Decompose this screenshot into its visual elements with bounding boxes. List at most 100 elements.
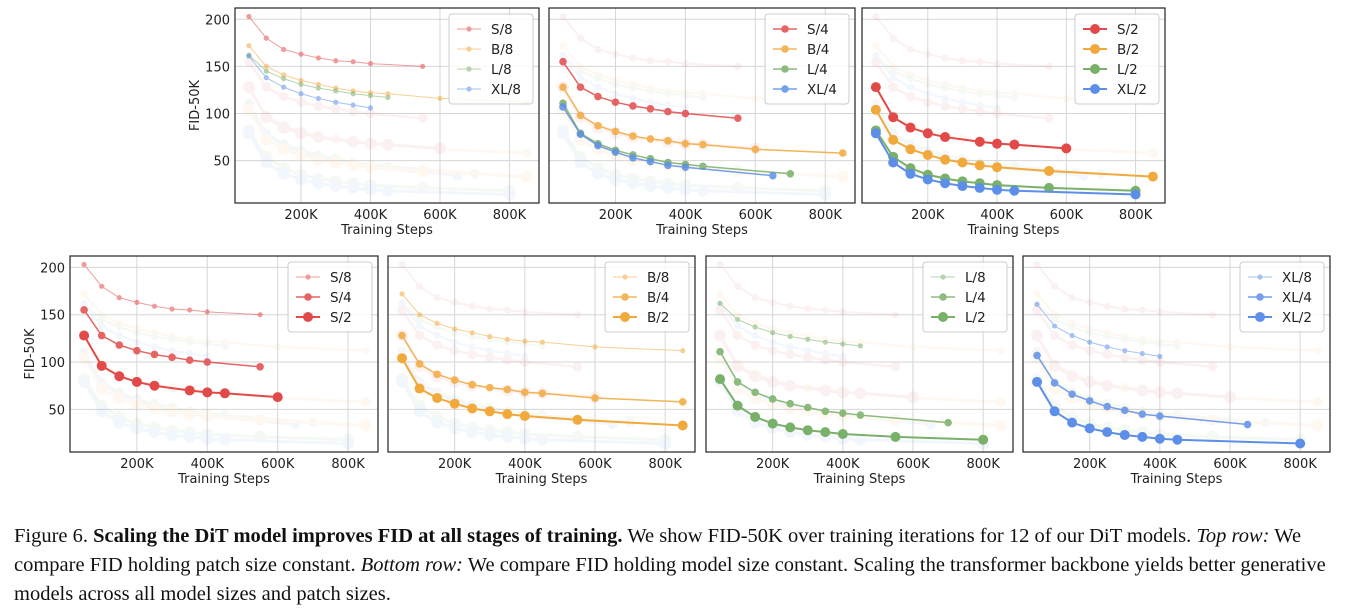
faded-point (1068, 319, 1076, 327)
legend-marker (1257, 274, 1263, 280)
legend-label: L/8 (491, 62, 512, 78)
faded-point (804, 347, 812, 355)
data-point (922, 149, 933, 160)
legend-label: L/4 (807, 62, 828, 78)
data-point (415, 360, 424, 368)
x-axis-label: Training Steps (655, 223, 748, 238)
data-point (559, 57, 567, 66)
legend-marker (466, 66, 472, 72)
data-point (315, 55, 321, 61)
data-point (96, 360, 107, 371)
faded-point (872, 42, 880, 50)
legend-label: S/8 (491, 22, 513, 38)
faded-point (503, 184, 516, 197)
faded-series-line (875, 15, 1050, 68)
faded-point (889, 67, 897, 75)
data-point (1087, 339, 1093, 345)
data-point (298, 91, 304, 97)
subplot-2: 200K 400K 600K 800K S/4 B/4 L/4 XL/4 Training St… (548, 7, 856, 238)
data-point (263, 35, 269, 41)
legend-item (296, 312, 320, 322)
data-point (591, 394, 599, 402)
faded-point (330, 153, 341, 164)
faded-point (714, 329, 727, 342)
faded-point (80, 290, 88, 298)
faded-point (1045, 62, 1053, 71)
data-point (1172, 434, 1183, 445)
data-point (888, 157, 899, 168)
data-point (1157, 353, 1163, 359)
faded-point (383, 161, 393, 172)
faded-point (733, 322, 742, 330)
faded-point (348, 136, 358, 146)
data-point (786, 169, 795, 178)
faded-point (992, 108, 1002, 119)
faded-point (113, 392, 126, 405)
faded-point (433, 323, 441, 331)
data-point (1243, 420, 1252, 429)
legend-label: B/4 (807, 42, 829, 58)
data-point (1102, 427, 1113, 438)
y-tick-label: 50 (213, 155, 230, 170)
data-point (857, 343, 863, 349)
x-axis-label: Training Steps (813, 472, 906, 487)
data-point (922, 128, 933, 139)
faded-series-line (1036, 309, 1213, 369)
subplot-6: 200K 400K 600K 800K L/8 L/4 L/2 Training Steps (705, 255, 1014, 487)
data-point (611, 127, 620, 136)
faded-point (925, 419, 936, 430)
faded-point (804, 305, 812, 313)
faded-point (1311, 419, 1324, 432)
faded-point (1086, 325, 1094, 333)
faded-point (559, 12, 567, 21)
legend-label: B/8 (647, 270, 669, 286)
faded-point (365, 159, 376, 170)
series-XL-2 (1032, 376, 1306, 449)
faded-point (115, 331, 123, 340)
x-tick-label: 200K (1073, 457, 1107, 472)
data-point (1130, 189, 1141, 200)
data-point (281, 76, 287, 82)
x-tick-label: 200K (599, 208, 633, 223)
faded-point (940, 101, 950, 111)
faded-point (976, 101, 984, 109)
caption-text-2: We compare FID holding patch size consta… (14, 525, 1302, 576)
faded-point (290, 419, 301, 430)
data-point (538, 389, 547, 398)
data-point (484, 406, 495, 417)
x-tick-label: 400K (508, 457, 542, 472)
data-point (785, 422, 796, 433)
faded-point (941, 54, 949, 62)
data-point (437, 95, 443, 102)
faded-point (1137, 384, 1148, 395)
faded-point (149, 398, 160, 409)
faded-point (329, 180, 342, 193)
data-point (611, 148, 620, 156)
data-point (333, 88, 339, 94)
faded-point (769, 298, 777, 306)
data-point (263, 63, 269, 70)
data-point (246, 43, 252, 49)
faded-point (890, 361, 901, 372)
data-point (397, 353, 408, 364)
legend-item (1248, 312, 1272, 322)
faded-point (1156, 308, 1164, 316)
data-point (1068, 390, 1076, 399)
faded-point (431, 410, 444, 423)
faded-series-line (400, 351, 631, 424)
legend-item (1083, 24, 1107, 34)
data-point (1139, 350, 1145, 357)
faded-series-line (247, 86, 527, 155)
x-tick-label: 600K (423, 208, 457, 223)
faded-point (133, 329, 141, 337)
series-line (874, 109, 1153, 178)
faded-point (854, 387, 867, 400)
faded-point (681, 92, 689, 100)
series-S-2 (870, 82, 1072, 154)
faded-series-line (1035, 334, 1231, 399)
faded-point (836, 170, 849, 183)
faded-point (295, 168, 308, 181)
faded-point (661, 177, 674, 190)
faded-point (114, 389, 125, 400)
faded-point (451, 298, 459, 306)
